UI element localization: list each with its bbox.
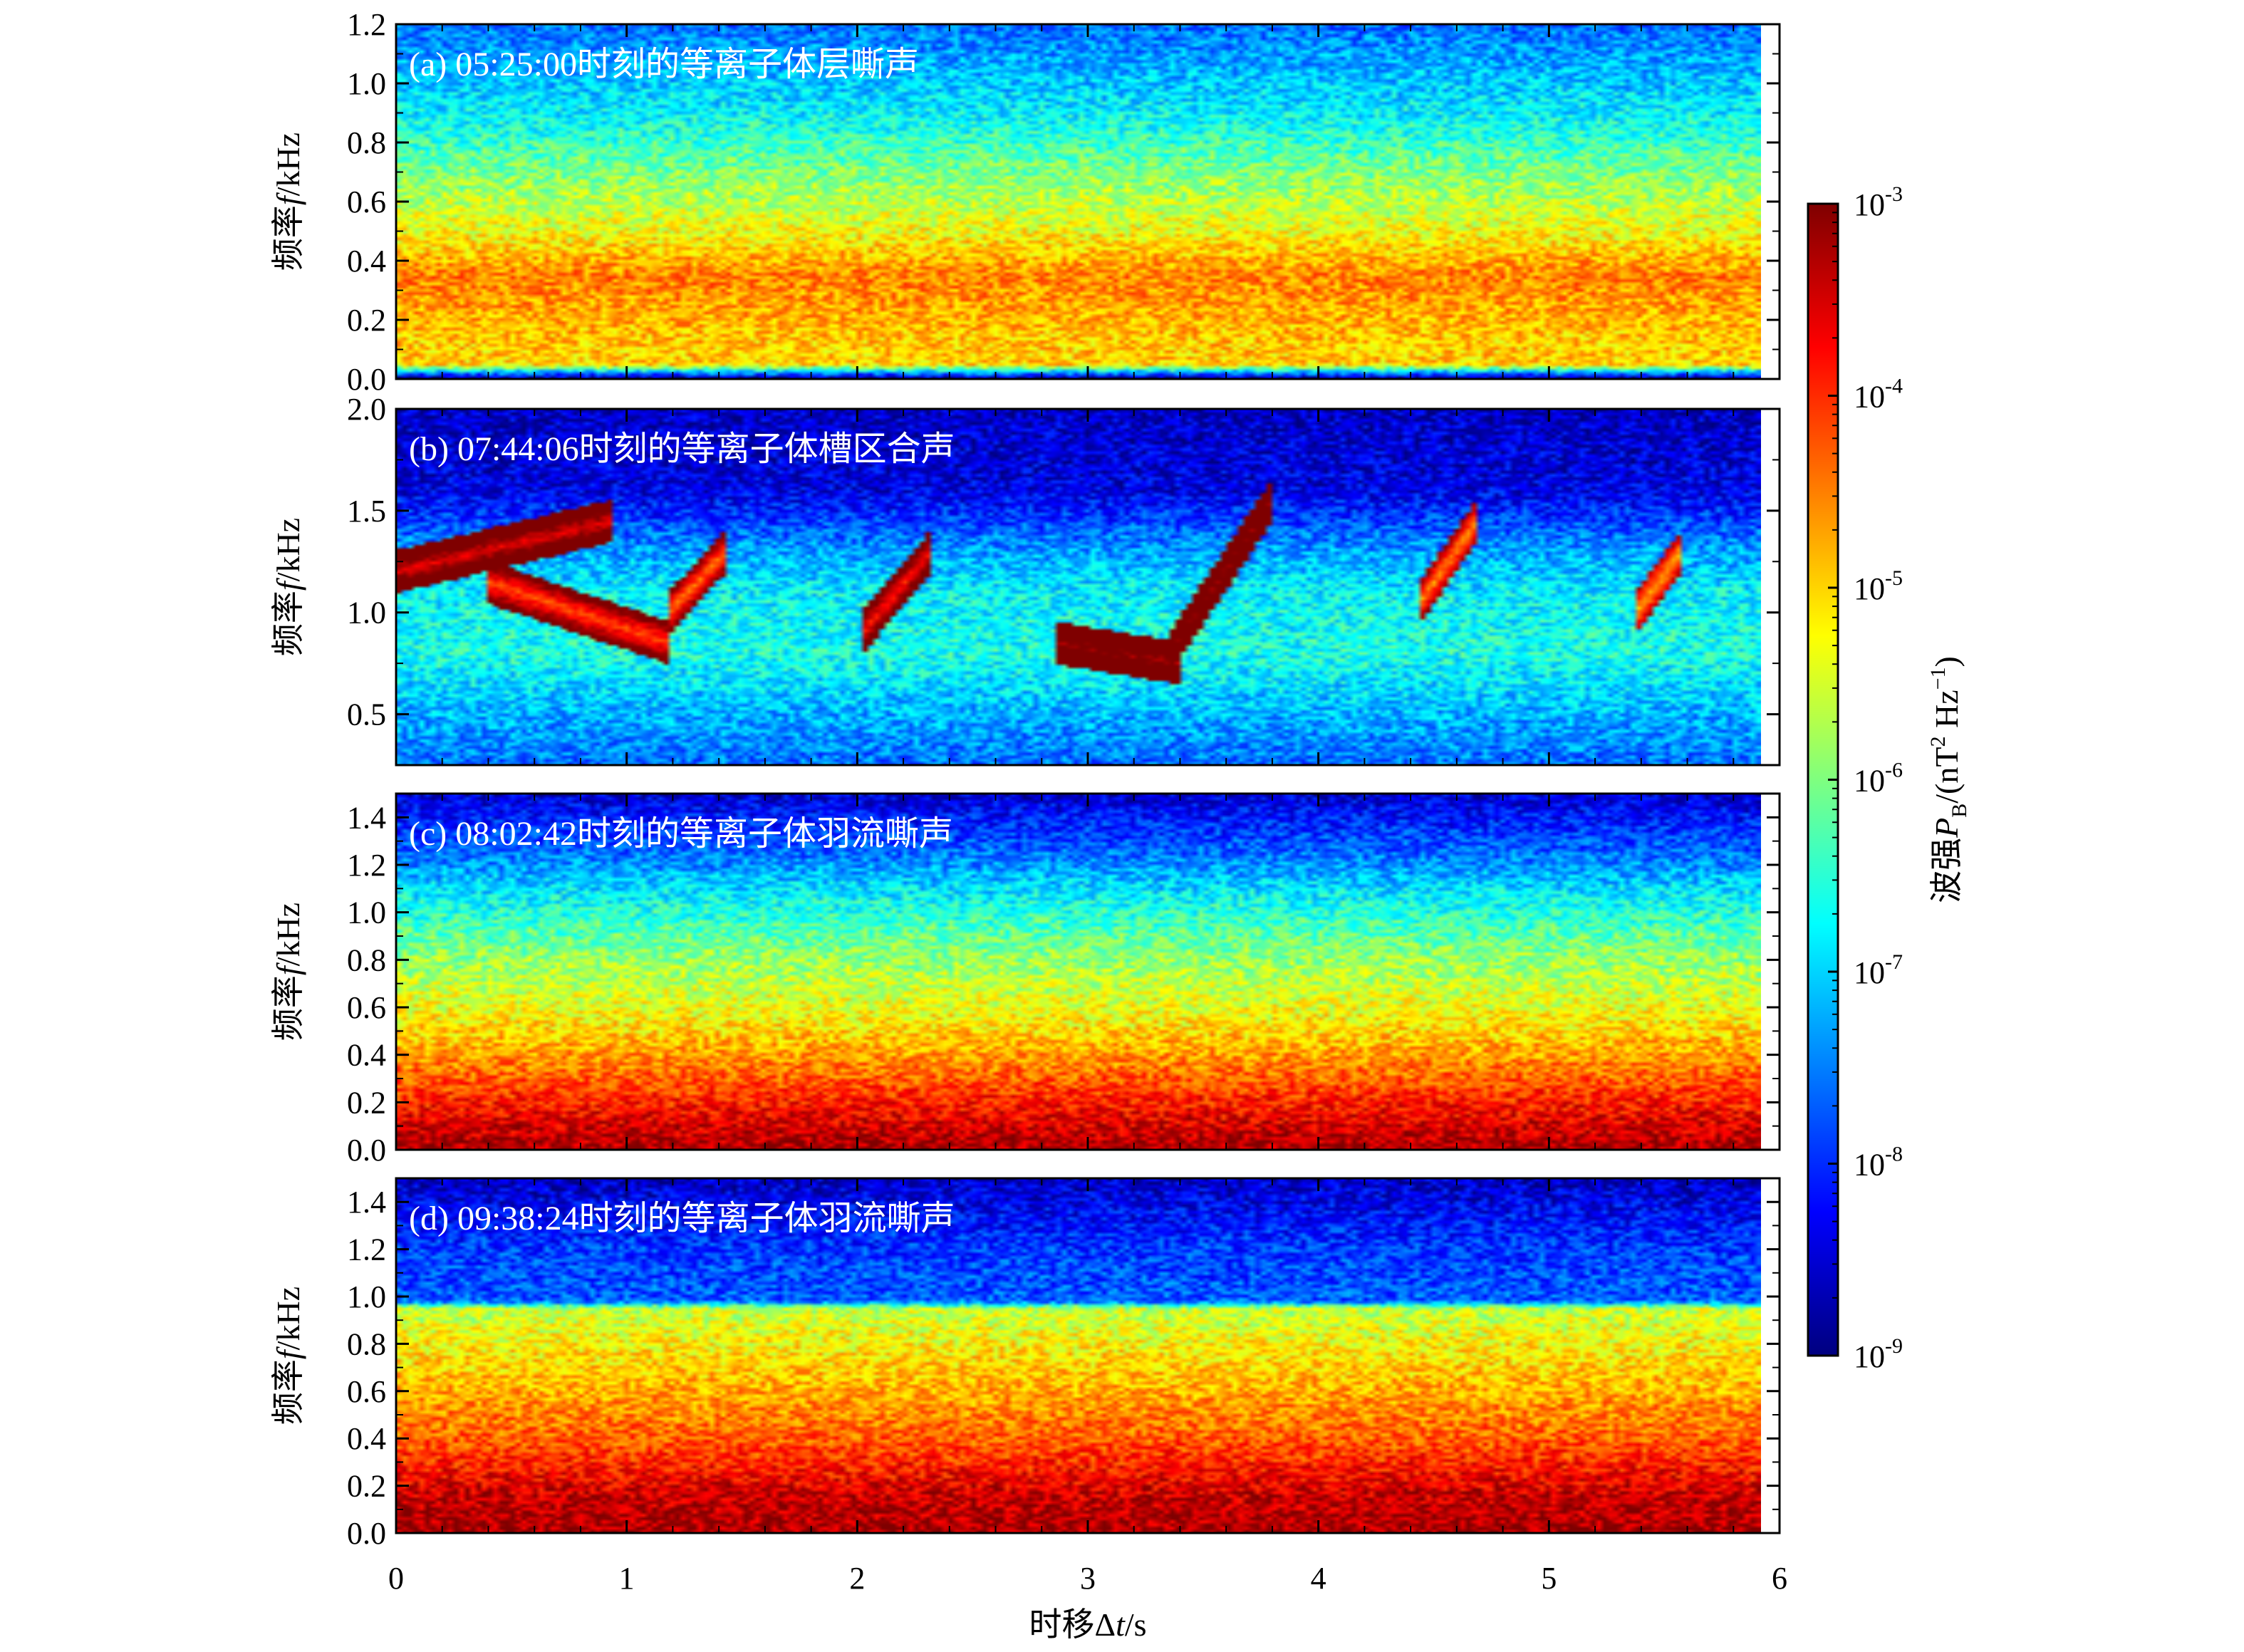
y-tick-label: 0.8: [347, 1326, 386, 1361]
y-tick-label: 0.8: [347, 942, 386, 977]
y-tick-label: 1.0: [347, 596, 386, 630]
colorbar-tick-label: 10-9: [1854, 1334, 1903, 1374]
y-label-suffix: /kHz: [270, 1287, 306, 1350]
time-axis: 0 1 2 3 4 5 6 时移Δt/s: [388, 1561, 1787, 1643]
colorbar-tick-label: 10-6: [1854, 759, 1903, 799]
panel-annotation: (b) 07:44:06时刻的等离子体槽区合声: [409, 430, 955, 468]
y-tick-label: 0.4: [347, 244, 386, 279]
x-label-suffix: /s: [1125, 1606, 1147, 1643]
y-tick-label: 0.0: [347, 362, 386, 397]
x-tick-label: 0: [388, 1561, 404, 1596]
spectrogram-image: [396, 1178, 1761, 1533]
x-label-prefix: 时移Δ: [1029, 1606, 1116, 1643]
panel-annotation: (a) 05:25:00时刻的等离子体层嘶声: [409, 46, 919, 83]
y-tick-label: 0.2: [347, 303, 386, 338]
y-tick-label: 1.5: [347, 494, 386, 529]
y-tick-label: 1.4: [347, 800, 386, 835]
y-axis-label: 频率f/kHz: [270, 1287, 306, 1425]
y-tick-label: 2.0: [347, 392, 386, 427]
y-tick-label: 0.5: [347, 697, 386, 732]
colorbar-tick-exp: -7: [1885, 950, 1903, 974]
colorbar-tick-base: 10: [1854, 764, 1885, 799]
y-tick-label: 0.4: [347, 1038, 386, 1073]
colorbar-tick-base: 10: [1854, 955, 1885, 990]
panel-annotation: (d) 09:38:24时刻的等离子体羽流嘶声: [409, 1200, 955, 1237]
colorbar-tick-exp: -5: [1885, 566, 1903, 590]
colorbar-tick-base: 10: [1854, 1148, 1885, 1183]
y-tick-label: 0.6: [347, 990, 386, 1025]
y-label-prefix: 频率: [270, 1359, 306, 1425]
y-tick-label: 1.0: [347, 66, 386, 101]
panel-c: 0.0 0.2 0.4 0.6 0.8 1.0 1.2 1.4 频率f/kHz (c) 08:02…: [270, 792, 1781, 1168]
y-tick-label: 0.6: [347, 1374, 386, 1409]
colorbar-tick-exp: -9: [1885, 1334, 1903, 1358]
y-tick-label: 1.2: [347, 7, 386, 42]
y-tick-label: 1.0: [347, 1279, 386, 1314]
panel-a: 0.0 0.2 0.4 0.6 0.8 1.0 1.2 频率f/kHz (a) 05:25:00…: [270, 7, 1781, 397]
y-tick-label: 1.4: [347, 1185, 386, 1220]
x-axis-label: 时移Δt/s: [1029, 1606, 1146, 1643]
y-tick-label: 1.0: [347, 895, 386, 930]
colorbar-tick-base: 10: [1854, 187, 1885, 222]
colorbar-tick-base: 10: [1854, 571, 1885, 606]
x-tick-label: 4: [1311, 1561, 1326, 1596]
y-label-suffix: /kHz: [270, 518, 306, 581]
y-tick-label: 0.2: [347, 1469, 386, 1504]
colorbar-tick-base: 10: [1854, 380, 1885, 415]
colorbar-tick-label: 10-8: [1854, 1143, 1903, 1183]
panel-d: 0.0 0.2 0.4 0.6 0.8 1.0 1.2 1.4 频率f/kHz (d) 09:38…: [270, 1177, 1781, 1551]
y-tick-label: 0.4: [347, 1421, 386, 1456]
y-label-prefix: 频率: [270, 591, 306, 656]
colorbar-tick-exp: -8: [1885, 1143, 1903, 1166]
y-label-suffix: /kHz: [270, 133, 306, 196]
y-tick-label: 0.8: [347, 125, 386, 160]
y-tick-label: 1.2: [347, 848, 386, 883]
colorbar-tick-label: 10-7: [1854, 950, 1903, 990]
colorbar-tick-base: 10: [1854, 1339, 1885, 1374]
x-tick-label: 5: [1541, 1561, 1557, 1596]
colorbar-label-units-sup: 2: [1926, 737, 1950, 747]
x-tick-label: 2: [849, 1561, 865, 1596]
colorbar-tick-exp: -4: [1885, 375, 1903, 398]
panel-annotation: (c) 08:02:42时刻的等离子体羽流嘶声: [409, 815, 953, 853]
colorbar-tick-label: 10-5: [1854, 566, 1903, 606]
spectrogram-panels: 0.0 0.2 0.4 0.6 0.8 1.0 1.2 频率f/kHz (a) 05:25:00…: [270, 7, 1781, 1551]
x-tick-label: 6: [1772, 1561, 1787, 1596]
colorbar-label-sub: B: [1948, 804, 1971, 818]
y-label-prefix: 频率: [270, 205, 306, 271]
colorbar-label-units-end: ): [1928, 656, 1965, 667]
y-tick-label: 0.2: [347, 1085, 386, 1120]
y-tick-label: 0.0: [347, 1133, 386, 1168]
y-axis-label: 频率f/kHz: [270, 903, 306, 1041]
spectrogram-image: [396, 24, 1761, 379]
colorbar-label-prefix: 波强: [1928, 838, 1965, 903]
y-tick-label: 0.6: [347, 185, 386, 219]
y-label-suffix: /kHz: [270, 903, 306, 966]
colorbar-tick-exp: -6: [1885, 759, 1903, 782]
colorbar-label-var: P: [1928, 818, 1965, 838]
colorbar-label-units-sup2: −1: [1926, 667, 1950, 690]
x-tick-label: 1: [619, 1561, 635, 1596]
panel-b: 0.5 1.0 1.5 2.0 频率f/kHz (b) 07:44:06时刻的等离子体槽区…: [270, 392, 1781, 767]
y-label-prefix: 频率: [270, 975, 306, 1041]
colorbar-label: 波强PB/(nT2 Hz−1): [1926, 656, 1971, 903]
y-tick-label: 1.2: [347, 1232, 386, 1267]
colorbar-label-units-mid: Hz: [1928, 690, 1965, 736]
colorbar-tick-exp: -3: [1885, 182, 1903, 206]
colorbar-tick-label: 10-4: [1854, 375, 1903, 415]
spectrogram-image: [396, 794, 1761, 1150]
x-tick-label: 3: [1080, 1561, 1096, 1596]
y-axis-label: 频率f/kHz: [270, 133, 306, 271]
colorbar-label-units: /(nT: [1928, 747, 1965, 804]
y-tick-label: 0.0: [347, 1516, 386, 1551]
y-axis-label: 频率f/kHz: [270, 518, 306, 656]
colorbar-tick-label: 10-3: [1854, 182, 1903, 222]
spectrogram-image: [396, 409, 1761, 765]
x-label-var: t: [1116, 1606, 1126, 1643]
